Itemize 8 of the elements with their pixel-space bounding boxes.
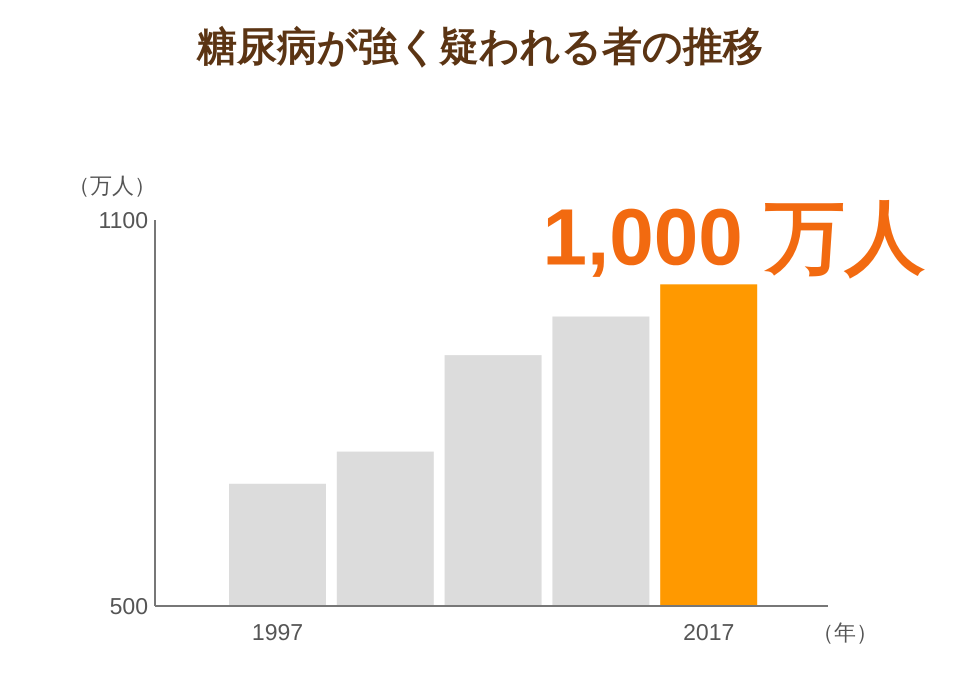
x-axis-title: （年）	[812, 620, 878, 645]
y-tick-label: 1100	[98, 207, 148, 233]
chart-title: 糖尿病が強く疑われる者の推移	[196, 25, 763, 69]
x-tick-label: 2017	[683, 619, 734, 645]
y-tick-label: 500	[110, 593, 148, 619]
data-label: 1,000 万人	[542, 192, 925, 282]
x-tick-label: 1997	[252, 619, 304, 645]
y-axis-title: （万人）	[68, 173, 156, 198]
